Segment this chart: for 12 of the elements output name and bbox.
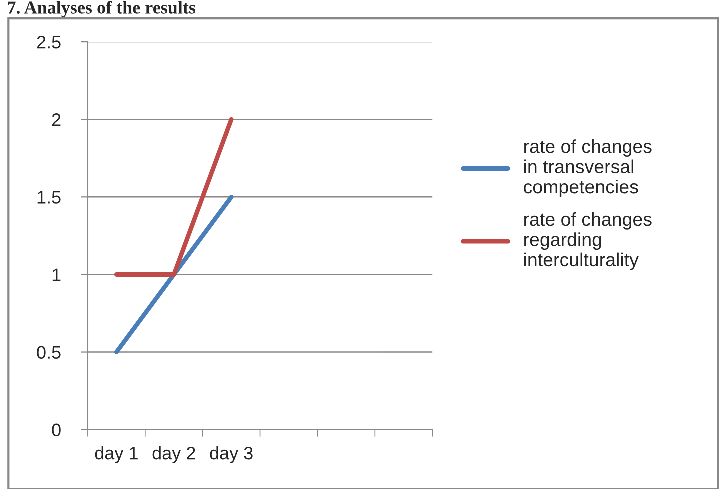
y-tick-label: 1.5 [38, 191, 61, 204]
y-tick-label: 2 [52, 114, 61, 126]
chart-title: 7. Analyses of the results [8, 0, 196, 18]
x-tick-label: day 3 [210, 446, 253, 464]
y-tick-label: 0 [52, 424, 61, 437]
legend-label: rate of changes regarding interculturality [524, 212, 652, 270]
x-tick-label: day 1 [95, 446, 138, 464]
y-tick-label: 0.5 [37, 346, 61, 359]
y-tick-label: 1 [52, 268, 61, 282]
legend-label: rate of changes in transversal competencies [524, 140, 652, 198]
x-tick-label: day 2 [152, 446, 196, 464]
y-tick-label: 2.5 [37, 36, 61, 49]
